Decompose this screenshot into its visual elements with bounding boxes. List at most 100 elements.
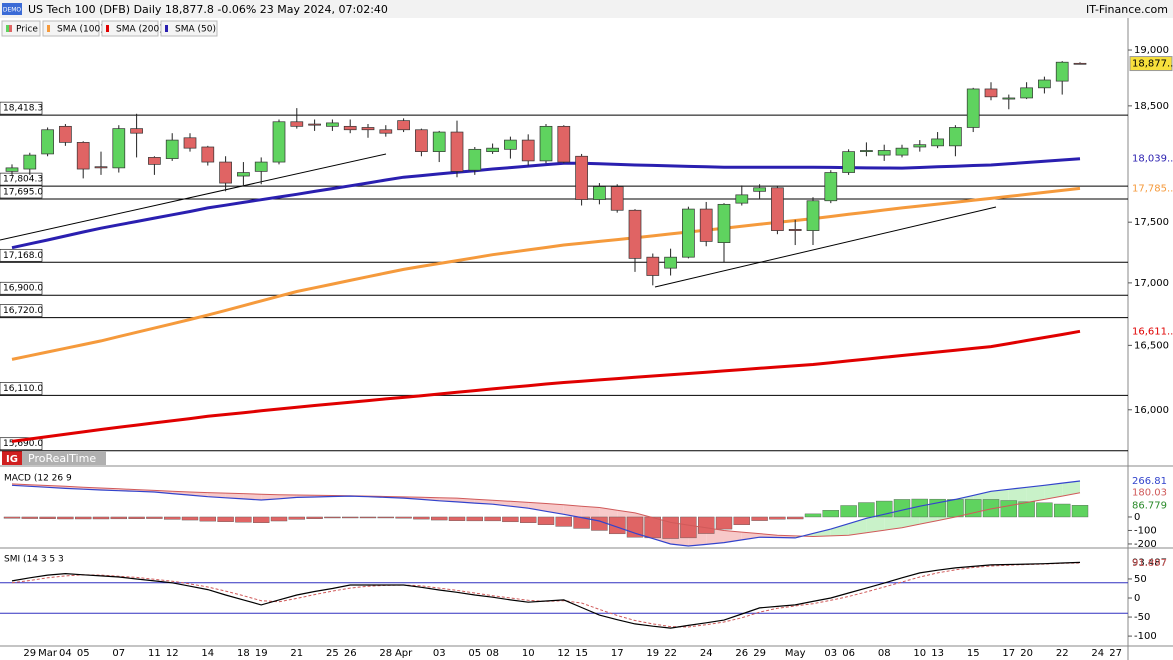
x-tick-label: 04	[59, 648, 72, 659]
legend-item	[42, 20, 100, 37]
macd-bar	[644, 516, 661, 539]
x-tick-label: 24	[1091, 648, 1104, 659]
candle-body	[842, 151, 855, 173]
macd-bar	[1018, 501, 1035, 518]
x-tick-label: 17	[611, 648, 624, 659]
macd-bar	[751, 516, 768, 521]
x-tick-label: 22	[664, 648, 677, 659]
macd-fill	[866, 514, 885, 533]
candle-body	[806, 200, 820, 231]
candle-body	[753, 187, 766, 192]
x-tick-label: 12	[166, 648, 179, 659]
candle-body	[1020, 87, 1033, 99]
x-tick-label: 11	[148, 648, 161, 659]
macd-bar	[680, 516, 697, 539]
y-tick-label: 16,500	[1134, 340, 1169, 351]
legend-swatch	[47, 25, 50, 32]
macd-bar	[146, 516, 163, 519]
macd-bar	[395, 516, 412, 519]
macd-bar	[484, 516, 501, 522]
macd-bar	[377, 516, 394, 519]
candle-body	[326, 122, 339, 127]
macd-fill	[759, 533, 778, 538]
candle-body	[860, 150, 873, 152]
macd-bar	[698, 516, 715, 534]
macd-bar	[199, 516, 217, 522]
macd-bar	[733, 516, 750, 525]
macd-bar	[324, 516, 341, 519]
candle-body	[1073, 62, 1087, 65]
x-tick-label: 08	[486, 648, 499, 659]
macd-bar	[39, 516, 56, 519]
demo-text: DEMO	[3, 7, 22, 14]
macd-fill	[492, 500, 511, 507]
x-tick-label: 05	[468, 648, 481, 659]
chart-title: US Tech 100 (DFB) Daily 18,877.8 -0.06% …	[28, 3, 388, 16]
y-tick-label: 0	[1134, 512, 1140, 523]
candle-body	[5, 167, 19, 172]
trend-line	[0, 153, 387, 241]
macd-bar	[609, 516, 626, 535]
brand: IT-Finance.com	[1086, 3, 1168, 16]
candle-body	[557, 125, 571, 163]
x-tick-label: 27	[1109, 648, 1122, 659]
macd-bar	[448, 516, 466, 521]
x-tick-label: 07	[112, 648, 125, 659]
x-tick-label: Apr	[395, 648, 413, 659]
level-label: 15,690.0	[3, 439, 43, 449]
candle-body	[771, 187, 784, 231]
macd-fill	[243, 493, 262, 500]
macd-bar	[110, 516, 128, 520]
macd-bar	[431, 516, 448, 521]
x-tick-label: Mar	[38, 648, 58, 659]
candle-body	[94, 166, 108, 169]
macd-bar	[537, 516, 555, 525]
candle-body	[201, 146, 215, 163]
candle-body	[76, 142, 90, 170]
y-tick-label: 19,000	[1134, 45, 1169, 56]
x-tick-label: 03	[824, 648, 837, 659]
x-tick-label: 08	[878, 648, 891, 659]
candle-body	[379, 129, 393, 134]
y-tick-label: 17,000	[1134, 278, 1169, 289]
macd-bar	[92, 516, 110, 520]
candle-body	[130, 128, 143, 134]
macd-bar	[74, 516, 92, 520]
candle-body	[593, 186, 606, 200]
macd-bar	[662, 516, 679, 539]
y-tick-label: 0	[1134, 593, 1140, 604]
macd-fill	[1026, 485, 1045, 503]
legend-label: Price	[16, 25, 38, 35]
candle-body	[23, 154, 37, 170]
demo-badge	[2, 3, 22, 15]
x-tick-label: 25	[326, 648, 339, 659]
panel-title: MACD (12 26 9	[4, 474, 72, 484]
x-tick-label: 15	[575, 648, 588, 659]
macd-bar	[982, 499, 1000, 518]
candle-body	[717, 203, 731, 243]
sma-line	[11, 186, 1081, 361]
x-tick-label: 03	[433, 648, 446, 659]
macd-fill	[813, 529, 831, 537]
level-label-box	[0, 101, 43, 115]
level-label: 16,110.0	[3, 384, 43, 394]
y-tick-label: 16,000	[1134, 405, 1169, 416]
macd-bar	[57, 516, 74, 520]
x-tick-label: 17	[1002, 648, 1015, 659]
panel-title: SMI (14 3 5 3	[4, 555, 64, 565]
macd-fill	[830, 523, 849, 536]
candle-body	[931, 138, 944, 147]
candle-body	[59, 125, 72, 143]
level-label-box	[0, 304, 43, 317]
candle-body	[682, 208, 695, 258]
candle-body	[664, 256, 677, 269]
last-value-label: 16,611...	[1132, 326, 1173, 337]
logo-ig: IG	[6, 454, 18, 465]
header-bar	[0, 0, 1173, 18]
x-tick-label: 13	[931, 648, 944, 659]
candle-body	[877, 150, 891, 156]
legend-swatch	[165, 25, 168, 32]
last-price-box	[1129, 56, 1173, 72]
